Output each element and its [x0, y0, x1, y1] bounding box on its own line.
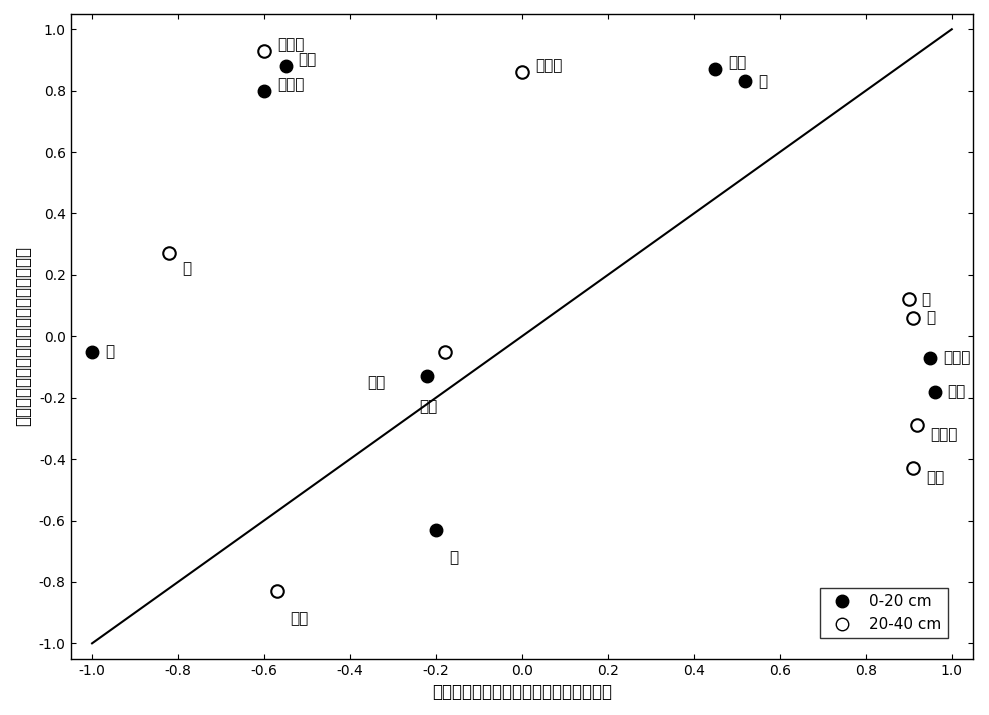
- Point: [278, 60, 294, 72]
- Text: 总钒: 总钒: [290, 611, 308, 626]
- Point: [910, 420, 926, 431]
- Text: 总氮: 总氮: [926, 470, 944, 485]
- Text: 总磷: 总磷: [728, 56, 747, 71]
- Point: [738, 76, 754, 87]
- Text: 总钒: 总钒: [299, 52, 316, 67]
- Text: 有机碳: 有机碳: [931, 427, 957, 442]
- Legend: 0-20 cm, 20-40 cm: 0-20 cm, 20-40 cm: [820, 588, 947, 638]
- Text: 总磷: 总磷: [418, 400, 437, 415]
- Point: [256, 85, 272, 97]
- Point: [269, 586, 285, 597]
- Point: [927, 386, 943, 398]
- Point: [905, 463, 921, 474]
- Point: [428, 524, 444, 536]
- Text: 铬: 铬: [105, 344, 114, 359]
- Text: 铬: 铬: [922, 292, 931, 307]
- Point: [84, 346, 100, 358]
- Text: 有效磷: 有效磷: [535, 59, 562, 74]
- Point: [514, 66, 530, 78]
- Point: [901, 294, 917, 305]
- Point: [161, 247, 177, 259]
- Y-axis label: 早田子流域面源磷污染负荷第二影响成分: 早田子流域面源磷污染负荷第二影响成分: [14, 246, 32, 426]
- Text: 总氮: 总氮: [947, 384, 965, 399]
- X-axis label: 早田子流域面源磷污染负荷第一影响成分: 早田子流域面源磷污染负荷第一影响成分: [432, 683, 612, 701]
- Text: 铜: 铜: [449, 550, 458, 565]
- Text: 铜: 铜: [926, 310, 936, 325]
- Text: 锶: 锶: [759, 74, 767, 89]
- Point: [419, 370, 435, 382]
- Text: 有机碳: 有机碳: [944, 350, 970, 365]
- Text: 有效磷: 有效磷: [277, 77, 305, 92]
- Text: 有效磷: 有效磷: [277, 37, 305, 52]
- Point: [256, 45, 272, 56]
- Point: [436, 346, 452, 358]
- Text: 锶: 锶: [182, 261, 192, 276]
- Text: 总磷: 总磷: [367, 375, 386, 390]
- Point: [905, 312, 921, 324]
- Point: [707, 64, 723, 75]
- Point: [923, 352, 939, 363]
